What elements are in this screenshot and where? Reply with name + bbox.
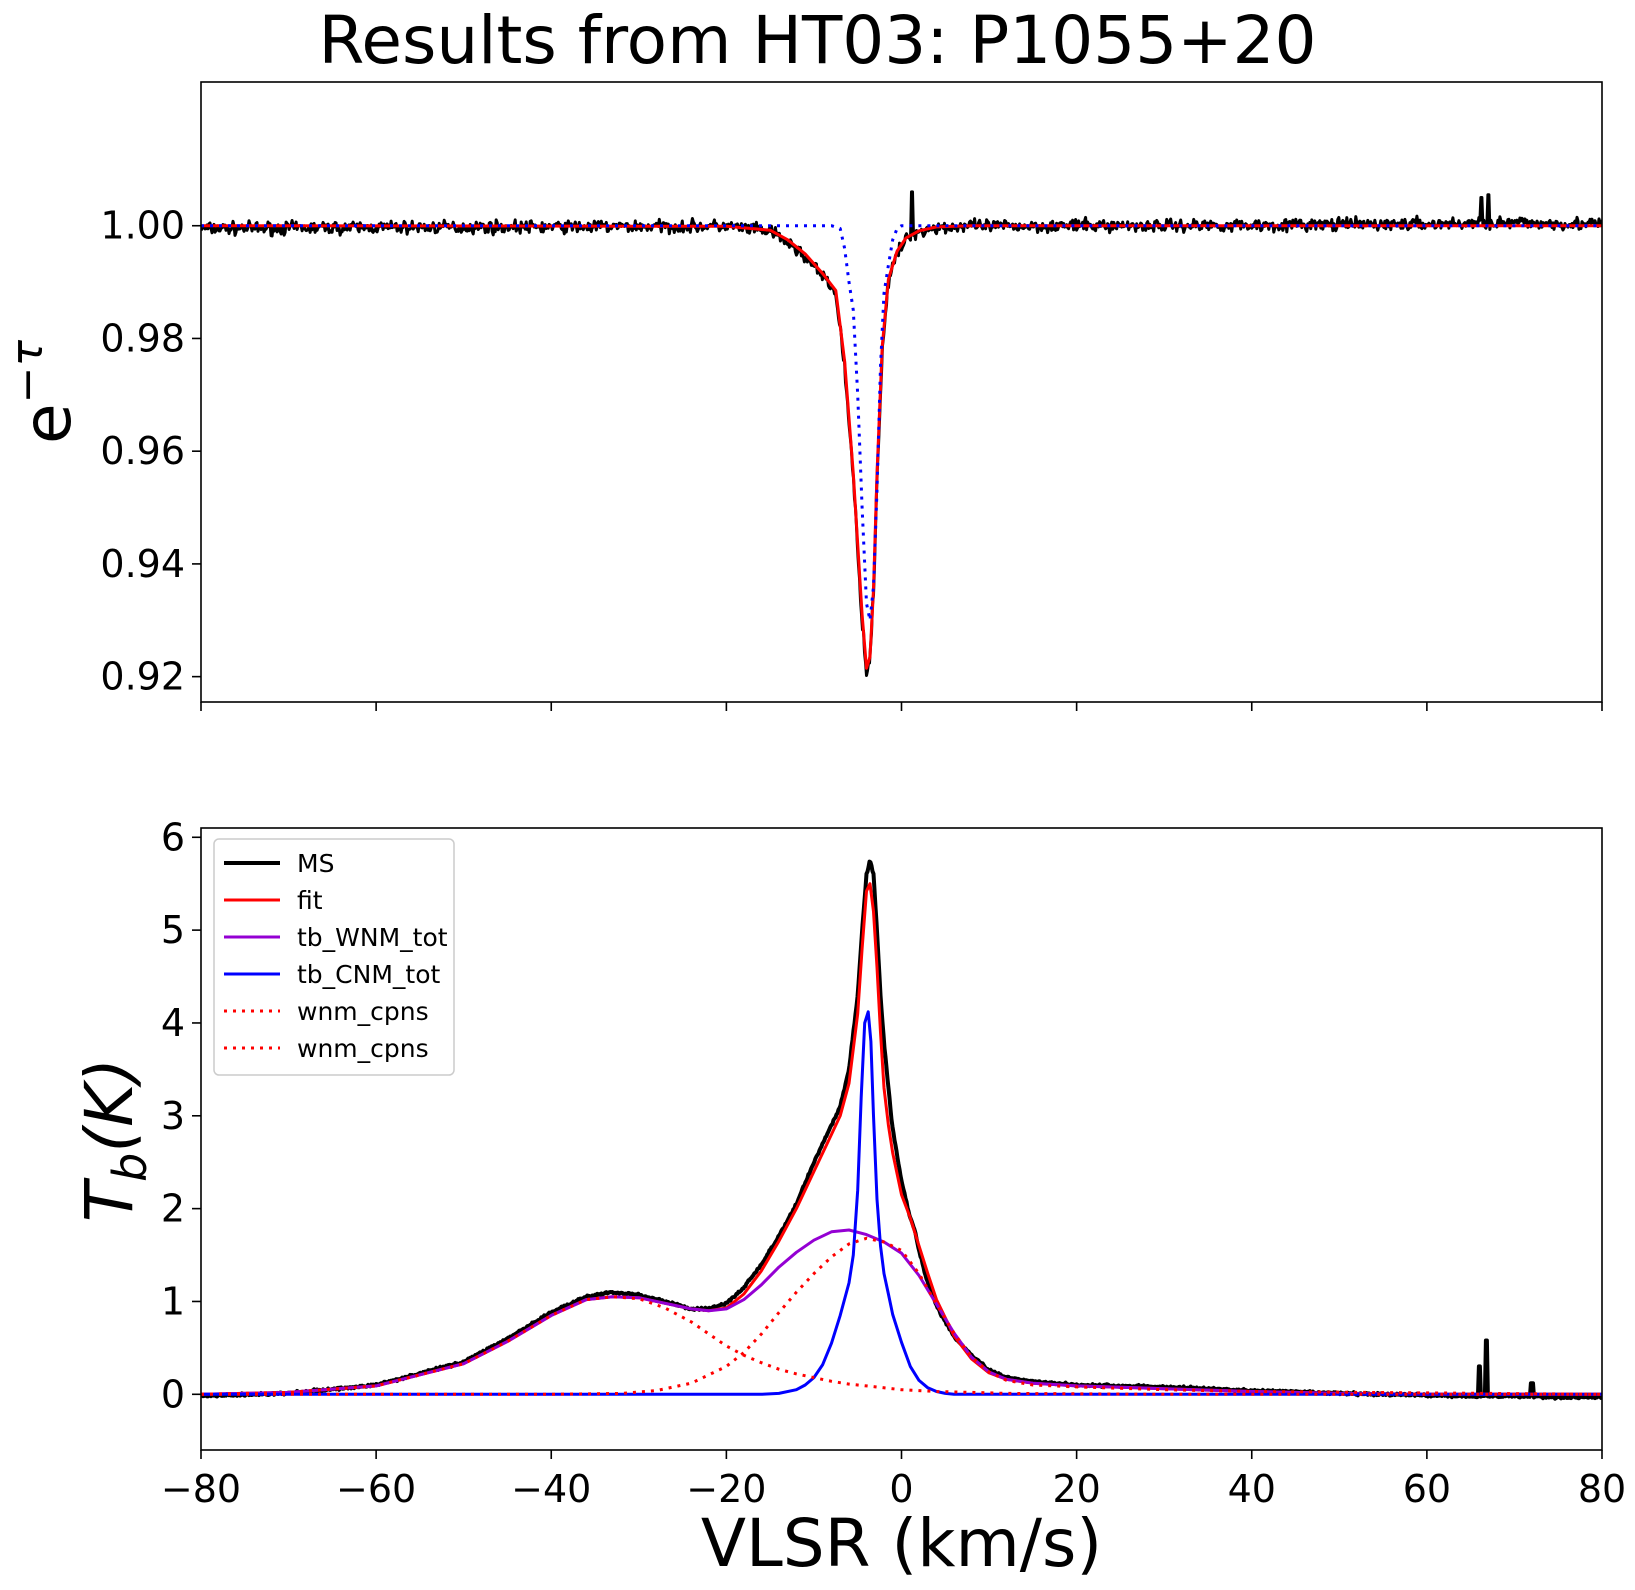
series-line-cnm xyxy=(201,224,1602,622)
x-tick-label: 40 xyxy=(1228,1467,1276,1511)
y-tick-label: 0.94 xyxy=(100,542,185,586)
legend-label: fit xyxy=(297,886,323,915)
legend-label: tb_WNM_tot xyxy=(297,923,448,952)
x-tick-label: 0 xyxy=(889,1467,913,1511)
plot-area xyxy=(201,190,1602,677)
series-line-data xyxy=(201,190,1602,677)
legend-label: wnm_cpns xyxy=(297,1034,429,1063)
x-tick-label: −20 xyxy=(686,1467,766,1511)
legend-frame xyxy=(213,838,455,1076)
x-tick-label: 60 xyxy=(1403,1467,1451,1511)
series-line-tb-wnm-tot xyxy=(201,1228,1602,1396)
x-tick-label: 80 xyxy=(1578,1467,1626,1511)
y-tick-label: 3 xyxy=(161,1094,185,1138)
series-line-tb-cnm-tot xyxy=(201,1010,1602,1396)
y-axis-label: e−τ xyxy=(2,340,86,444)
y-tick-label: 5 xyxy=(161,908,185,952)
y-tick-label: 0 xyxy=(161,1372,185,1416)
series-line-wnm-cpns xyxy=(201,1236,1602,1396)
x-axis-label: VLSR (km/s) xyxy=(701,1505,1102,1582)
x-tick-label: −80 xyxy=(161,1467,241,1511)
y-tick-label: 0.92 xyxy=(100,655,185,699)
series-line-fit xyxy=(201,224,1602,670)
emission-panel: −80 −60 −40 −20 0 20 40 60 80 0 1 2 3 4 5 6 Tb(K) VLSR (k… xyxy=(71,815,1626,1582)
legend-label: MS xyxy=(297,849,334,878)
y-tick-label: 4 xyxy=(161,1001,185,1045)
x-tick-label: 20 xyxy=(1052,1467,1100,1511)
x-tick-label: −40 xyxy=(511,1467,591,1511)
x-tick-label: −60 xyxy=(336,1467,416,1511)
plot-area xyxy=(201,859,1602,1401)
series-line-wnm-cpns xyxy=(201,1295,1602,1396)
figure-title: Results from HT03: P1055+20 xyxy=(318,2,1317,79)
y-tick-label: 0.98 xyxy=(100,316,185,360)
y-axis-label: Tb(K) xyxy=(71,1058,157,1222)
y-tick-label: 6 xyxy=(161,815,185,859)
y-tick-label: 2 xyxy=(161,1187,185,1231)
legend-label: wnm_cpns xyxy=(297,997,429,1026)
y-tick-label: 0.96 xyxy=(100,429,185,473)
y-tick-label: 1 xyxy=(161,1279,185,1323)
legend-label: tb_CNM_tot xyxy=(297,960,440,989)
y-tick-label: 1.00 xyxy=(100,204,185,248)
axes-frame xyxy=(200,81,1603,703)
absorption-panel: 0.92 0.94 0.96 0.98 1.00 e−τ xyxy=(2,81,1603,711)
legend: MS fit tb_WNM_tot tb_CNM_tot wnm_cpns wnm_cpn… xyxy=(213,838,455,1076)
